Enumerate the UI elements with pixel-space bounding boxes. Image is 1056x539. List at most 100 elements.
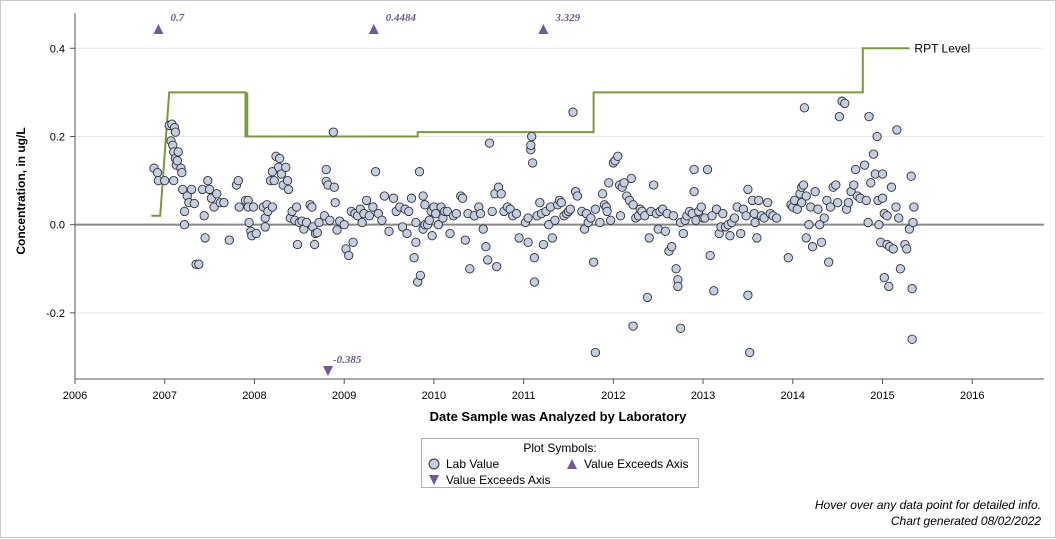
data-point [702, 164, 713, 175]
data-point [451, 208, 461, 219]
data-point [314, 217, 324, 228]
data-point [586, 213, 596, 223]
data-point [813, 204, 823, 214]
data-point [267, 167, 278, 177]
x-tick-label: 2014 [781, 390, 805, 402]
data-point [907, 283, 917, 294]
data-point [332, 225, 342, 235]
rpt-level-line [151, 47, 910, 217]
data-point [535, 197, 545, 208]
data-point [368, 202, 378, 212]
data-point [418, 191, 428, 201]
exceeds-axis-down-label: -0.385 [333, 354, 362, 366]
data-point [882, 211, 892, 221]
data-point [177, 167, 187, 178]
data-point [906, 171, 916, 181]
data-point [475, 208, 486, 219]
data-point [189, 198, 199, 209]
data-point [834, 111, 845, 122]
data-point [843, 197, 854, 208]
data-point [888, 244, 898, 254]
data-point [750, 217, 760, 228]
data-point [798, 180, 809, 190]
data-point [433, 220, 444, 230]
data-point [745, 347, 755, 358]
data-point [224, 235, 234, 245]
data-point [572, 191, 583, 201]
triangle-up-icon [567, 459, 577, 469]
data-point [199, 211, 209, 221]
data-point [274, 153, 285, 164]
data-point [200, 233, 210, 243]
data-point [850, 164, 861, 175]
data-point [902, 244, 912, 254]
legend-item-exceeds-down: Value Exceeds Axis [428, 473, 551, 487]
legend: Plot Symbols: Lab Value Value Exceeds Ax… [421, 438, 699, 488]
data-point [628, 321, 638, 331]
data-point [667, 242, 677, 252]
data-point [424, 215, 435, 225]
data-point [771, 213, 782, 223]
data-point [615, 211, 626, 221]
data-point [248, 202, 259, 212]
data-point [457, 193, 468, 203]
data-point [763, 197, 773, 208]
exceeds-axis-up-marker [368, 24, 379, 34]
axes-layer: -0.2 0.0 0.2 0.4 2006 2007 2008 2009 2010 2011 201… [46, 13, 1044, 402]
data-point [605, 215, 616, 225]
data-point [514, 233, 524, 243]
data-point [644, 233, 654, 243]
data-point [804, 220, 814, 230]
legend-label-lab-value: Lab Value [446, 457, 500, 471]
data-point [743, 184, 753, 195]
data-point [866, 178, 876, 188]
exceeds-axis-down-marker [323, 366, 334, 376]
data-point [301, 217, 312, 228]
data-point [527, 158, 538, 168]
data-point [233, 175, 243, 186]
data-point [547, 233, 557, 243]
data-point [671, 264, 681, 274]
legend-item-exceeds-up: Value Exceeds Axis [566, 457, 689, 471]
data-point [397, 222, 408, 232]
data-point [523, 213, 533, 223]
data-point [178, 184, 188, 195]
data-point [404, 206, 414, 217]
data-point [348, 237, 358, 247]
data-point [619, 178, 629, 188]
data-point [344, 250, 354, 261]
data-point [736, 228, 746, 239]
data-point [170, 127, 181, 137]
data-point [526, 140, 536, 150]
x-tick-label: 2007 [152, 390, 176, 402]
chart-generated-note: Chart generated 08/02/2022 [890, 514, 1041, 528]
data-point [251, 228, 261, 239]
data-point [799, 103, 810, 113]
data-point [377, 215, 387, 225]
data-point [568, 107, 578, 117]
data-point [709, 286, 719, 296]
data-point [291, 202, 302, 212]
data-point [496, 189, 506, 199]
data-point [414, 167, 425, 177]
legend-label-exceeds-down: Value Exceeds Axis [446, 473, 551, 487]
data-point [544, 220, 554, 230]
x-tick-label: 2010 [422, 390, 446, 402]
exceeds-axis-up-label: 0.4484 [386, 12, 417, 24]
data-point [282, 175, 293, 186]
data-point [628, 200, 638, 210]
data-point [152, 167, 163, 178]
data-point [884, 281, 894, 292]
data-point [649, 180, 659, 190]
data-point [792, 204, 802, 214]
data-point [209, 202, 219, 212]
data-point [807, 242, 818, 252]
data-point [872, 131, 882, 142]
data-point [415, 270, 426, 281]
data-point [613, 151, 623, 161]
exceed-layer: 0.7 0.4484 3.329 -0.385 [153, 12, 581, 376]
data-point [160, 175, 170, 186]
data-point [384, 226, 394, 236]
data-point [725, 231, 735, 241]
